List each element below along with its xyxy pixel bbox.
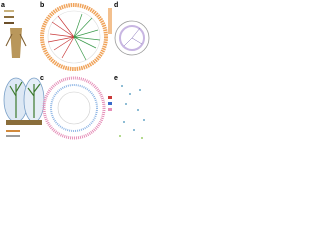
legend-swatch <box>108 108 112 111</box>
legend-swatch <box>108 96 112 99</box>
legend-swatch <box>4 16 14 18</box>
node <box>121 85 123 87</box>
node <box>143 119 145 121</box>
panel-label: b <box>40 2 44 9</box>
figure: a b c d e <box>1 2 150 140</box>
links-green <box>73 13 101 61</box>
soil <box>6 120 42 125</box>
node <box>123 121 125 123</box>
legend-swatch <box>6 130 20 132</box>
links-red <box>47 15 75 59</box>
node <box>129 93 131 95</box>
panel-label: e <box>114 75 118 82</box>
node <box>139 89 141 91</box>
panel-label: a <box>1 2 5 9</box>
inner-ring <box>47 10 101 64</box>
panel-a-art <box>4 10 27 58</box>
plant-icon <box>5 33 27 47</box>
node <box>125 103 127 105</box>
node <box>141 137 143 139</box>
ring <box>50 84 98 132</box>
links <box>123 27 143 47</box>
ring <box>119 25 145 51</box>
outer-ring <box>40 3 108 71</box>
plant-icon <box>10 28 22 58</box>
panel-label: d <box>114 2 118 9</box>
inner-ring <box>57 91 91 125</box>
panel-label: c <box>40 75 44 82</box>
node <box>137 109 139 111</box>
legend-swatch <box>4 10 14 12</box>
node <box>119 135 121 137</box>
panel-e-network <box>119 85 145 139</box>
panel-c-circos <box>42 76 112 140</box>
plant-diagram <box>3 77 45 137</box>
node <box>133 129 135 131</box>
ring <box>114 20 150 56</box>
outer-ring <box>42 76 106 140</box>
panel-b-circos <box>40 3 112 71</box>
legend-bar <box>108 8 112 34</box>
panel-d-circos <box>114 20 150 56</box>
legend-swatch <box>108 102 112 105</box>
plant-stems <box>9 81 41 118</box>
legend-swatch <box>6 135 20 137</box>
legend-swatch <box>4 22 14 24</box>
